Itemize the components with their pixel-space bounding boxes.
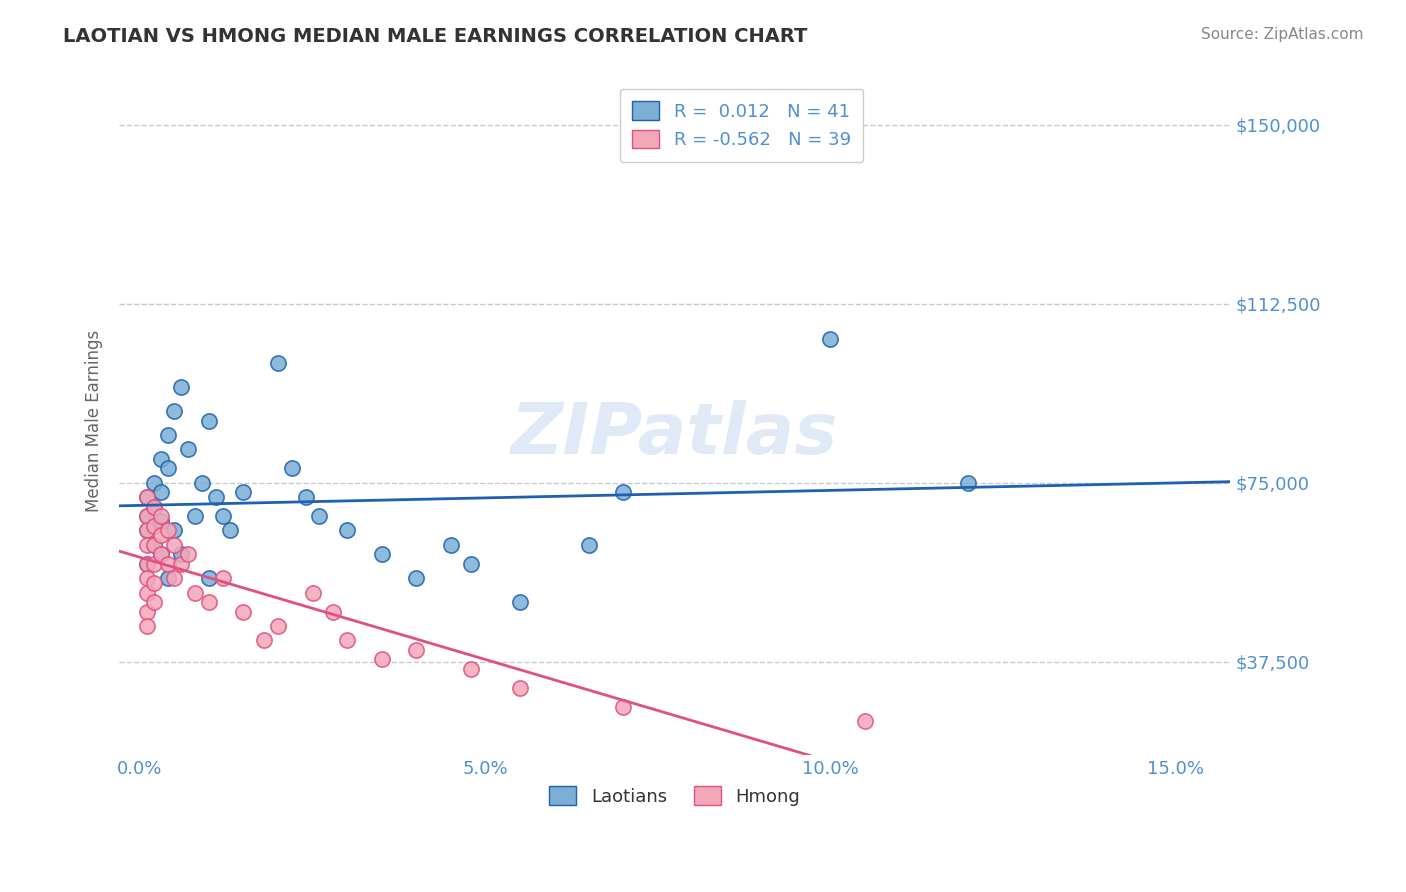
Point (405, 643, 427, 657)
Point (281, 461, 304, 475)
Point (142, 538, 165, 552)
Point (232, 605, 254, 619)
Point (198, 571, 221, 585)
Point (439, 538, 461, 552)
Point (612, 700, 634, 714)
Point (149, 547, 172, 561)
Point (957, 475, 980, 490)
Point (156, 524, 179, 538)
Point (135, 538, 157, 552)
Point (205, 490, 228, 504)
Legend: Laotians, Hmong: Laotians, Hmong (543, 779, 807, 813)
Point (170, 380, 193, 394)
Point (135, 490, 157, 504)
Point (267, 356, 290, 370)
Point (301, 585, 323, 599)
Point (267, 619, 290, 633)
Point (142, 518, 165, 533)
Point (198, 595, 221, 609)
Point (509, 595, 531, 609)
Text: ZIPatlas: ZIPatlas (512, 400, 838, 468)
Point (149, 547, 172, 561)
Point (460, 557, 482, 571)
Point (142, 576, 165, 591)
Point (578, 538, 600, 552)
Point (135, 557, 157, 571)
Point (135, 509, 157, 524)
Point (218, 524, 240, 538)
Point (156, 461, 179, 475)
Point (156, 428, 179, 442)
Point (142, 500, 165, 514)
Point (163, 524, 186, 538)
Point (149, 528, 172, 542)
Point (170, 547, 193, 561)
Point (163, 538, 186, 552)
Point (135, 509, 157, 524)
Point (232, 485, 254, 500)
Point (156, 571, 179, 585)
Point (142, 475, 165, 490)
Text: Source: ZipAtlas.com: Source: ZipAtlas.com (1201, 27, 1364, 42)
Point (149, 451, 172, 466)
Point (135, 557, 157, 571)
Point (149, 509, 172, 524)
Point (370, 652, 392, 666)
Point (142, 500, 165, 514)
Point (405, 571, 427, 585)
Point (163, 571, 186, 585)
Y-axis label: Median Male Earnings: Median Male Earnings (86, 329, 103, 512)
Point (191, 475, 214, 490)
Point (336, 524, 359, 538)
Point (853, 714, 876, 729)
Point (163, 404, 186, 418)
Point (135, 619, 157, 633)
Point (149, 514, 172, 528)
Point (135, 524, 157, 538)
Point (460, 662, 482, 676)
Point (142, 557, 165, 571)
Point (322, 605, 344, 619)
Point (135, 571, 157, 585)
Point (142, 595, 165, 609)
Point (135, 605, 157, 619)
Point (612, 485, 634, 500)
Point (336, 633, 359, 648)
Point (177, 442, 200, 457)
Point (370, 547, 392, 561)
Point (170, 557, 193, 571)
Point (294, 490, 316, 504)
Point (308, 509, 330, 524)
Point (818, 333, 841, 347)
Point (177, 547, 200, 561)
Point (149, 485, 172, 500)
Point (184, 509, 207, 524)
Text: LAOTIAN VS HMONG MEDIAN MALE EARNINGS CORRELATION CHART: LAOTIAN VS HMONG MEDIAN MALE EARNINGS CO… (63, 27, 807, 45)
Point (135, 490, 157, 504)
Point (509, 681, 531, 695)
Point (156, 557, 179, 571)
Point (211, 571, 233, 585)
Point (184, 585, 207, 599)
Point (135, 524, 157, 538)
Point (211, 509, 233, 524)
Point (135, 585, 157, 599)
Point (198, 414, 221, 428)
Point (253, 633, 276, 648)
Point (142, 538, 165, 552)
